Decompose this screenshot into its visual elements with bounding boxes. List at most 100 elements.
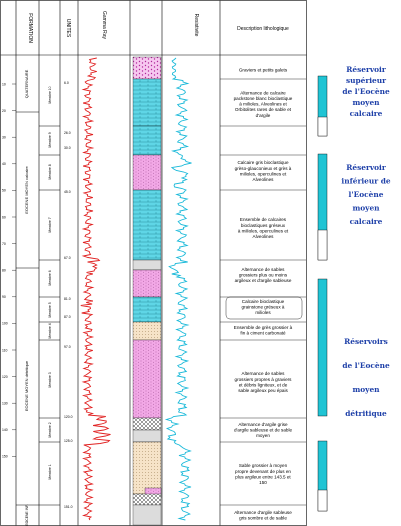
unit-membre-6: Membre 6 (48, 270, 52, 285)
description-line: argileux et d'argile sableuse (235, 278, 292, 283)
sample-depth: 151.0 (64, 505, 73, 509)
description-line: Alternance de calcaire (240, 90, 286, 95)
description-line: milioles, operculines et (240, 171, 287, 176)
description-line: à milioles, Alveolines et (239, 102, 287, 107)
description-line: grossiers propres à graviers (235, 377, 293, 382)
description-header: Description lithologique (237, 26, 289, 32)
unit-membre-4: Membre 4 (48, 323, 52, 338)
description-line: moyen (256, 433, 270, 438)
formation-quaternaire: QUATERNAIRE (24, 69, 29, 98)
description-line: propre devenant de plus en (235, 469, 291, 474)
sample-depth: 81.0 (64, 297, 71, 301)
depth-tick-label: 70 (2, 242, 6, 246)
gamma-ray-curve (80, 57, 111, 521)
description-line: d'argile sableuse et de sable (234, 428, 293, 433)
sample-depth: 45.0 (64, 190, 71, 194)
description-column: Graviers et petits galets Alternance de c… (234, 68, 293, 521)
formation-column (16, 111, 39, 506)
resistivite-header: Resistivite (193, 14, 199, 37)
depth-tick-label: 150 (2, 455, 8, 459)
reservoir-bars (317, 75, 328, 512)
description-line: Calcaire gris bioclastique (237, 160, 289, 165)
sample-depth: 125.0 (64, 439, 73, 443)
unit-membre-3: Membre 3 (48, 372, 52, 387)
formation-header: FORMATION (27, 13, 33, 43)
reservoir-label-line: inférieur de (341, 177, 390, 186)
depth-tick-label: 20 (2, 109, 6, 113)
reservoir-label-line: supérieur (346, 76, 386, 85)
lithology-column (132, 56, 162, 526)
description-line: packstone blanc bioclastique (234, 96, 293, 101)
description-line: Ensemble de grès grossier à (234, 325, 293, 330)
depth-tick-label: 100 (2, 322, 8, 326)
reservoir-label-line: Réservoir (346, 163, 386, 172)
depth-tick-label: 110 (2, 348, 8, 352)
description-line: milioles (255, 310, 271, 315)
depth-scale: 10 20 30 40 50 60 70 80 90 100 110 120 130 140 150 (2, 82, 16, 459)
description-line: plus argileux entre 143.5 et (235, 474, 291, 479)
description-line: Alternance d'argile grise (238, 422, 288, 427)
description-line: grossiers plus ou moins (239, 273, 288, 278)
reservoir-labels: Réservoir supérieur de l'Eocène moyen calcai… (341, 65, 390, 418)
description-line: sable argileux peu épais (238, 388, 288, 393)
sample-depth: 6.0 (64, 81, 69, 85)
depth-tick-label: 60 (2, 215, 6, 219)
reservoir-label-line: moyen (352, 385, 380, 394)
description-line: Alternance de sables (242, 371, 286, 376)
reservoir-label-line: calcaire (350, 109, 383, 118)
unit-membre-10: Membre 10 (48, 86, 52, 103)
reservoir-label-line: Réservoirs (344, 337, 388, 346)
reservoir-label-line: détritique (345, 409, 387, 418)
unit-membre-1: Membre 1 (48, 464, 52, 479)
depth-tick-label: 50 (2, 189, 6, 193)
description-boundaries (220, 78, 306, 506)
depth-tick-label: 40 (2, 162, 6, 166)
unit-membre-5: Membre 5 (48, 302, 52, 317)
formation-eocene-moyen-calcaire: EOCENE MOYEN calcaire (24, 165, 29, 213)
reservoir-label-line: Réservoir (346, 65, 386, 74)
description-line: bioclastiques gréseux (241, 223, 286, 228)
depth-tick-label: 30 (2, 136, 6, 140)
sample-depth: 26.0 (64, 131, 71, 135)
reservoir-label-line: de l'Eocène (342, 361, 390, 370)
sample-depth-markers: 6.0 26.0 30.0 45.0 67.0 81.0 87.0 97.0 1… (64, 81, 73, 509)
unit-membre-7: Membre 7 (48, 217, 52, 232)
unit-membre-8: Membre 8 (48, 164, 52, 179)
reservoir-label-line: moyen (352, 204, 380, 213)
formation-eocene-moyen-detritique: EOCENE MOYEN détritique (24, 360, 29, 411)
description-line: Alternance de sables (242, 267, 286, 272)
description-line: fin à ciment carbonaté (240, 330, 286, 335)
depth-tick-label: 120 (2, 375, 8, 379)
description-line: 150 (259, 480, 267, 485)
description-line: d'argile (256, 113, 271, 118)
unit-column (39, 125, 60, 506)
depth-tick-label: 10 (2, 82, 6, 86)
formation-eocene-inf: EOCENE INF. (25, 504, 29, 525)
sample-depth: 67.0 (64, 256, 71, 260)
unites-header: UNITES (65, 19, 71, 38)
description-line: Ensemble de calcaires (240, 217, 287, 222)
description-line: Calcaire bioclastique (242, 299, 285, 304)
description-line: Alveolines (253, 234, 275, 239)
description-line: Sable grossier à moyen (239, 463, 288, 468)
description-line: Orbitolites rares de sable et (235, 107, 292, 112)
reservoir-label-line: de l'Eocène (342, 87, 390, 96)
reservoir-bar (317, 278, 328, 417)
column-headers: FORMATION UNITES Gamma Ray Resistivite D… (27, 11, 289, 43)
sample-depth: 120.0 (64, 415, 73, 419)
sample-depth: 97.0 (64, 345, 71, 349)
reservoir-label-line: moyen (352, 98, 380, 107)
depth-tick-label: 140 (2, 428, 8, 432)
gamma-ray-header: Gamma Ray (101, 11, 107, 40)
description-line: Graviers et petits galets (239, 68, 288, 73)
description-line: et débris ligniteux, et de (239, 382, 288, 387)
depth-tick-label: 130 (2, 402, 8, 406)
unit-membre-9: Membre 9 (48, 132, 52, 147)
unit-membre-2: Membre 2 (48, 422, 52, 437)
description-line: grainstone gréseux à (242, 305, 285, 310)
description-line: gris sombre et de sable (239, 515, 287, 520)
description-line: grèso-glauconieux et grès à (235, 166, 292, 171)
resistivity-curve (164, 57, 192, 521)
description-line: à milioles, operculines et (238, 228, 289, 233)
